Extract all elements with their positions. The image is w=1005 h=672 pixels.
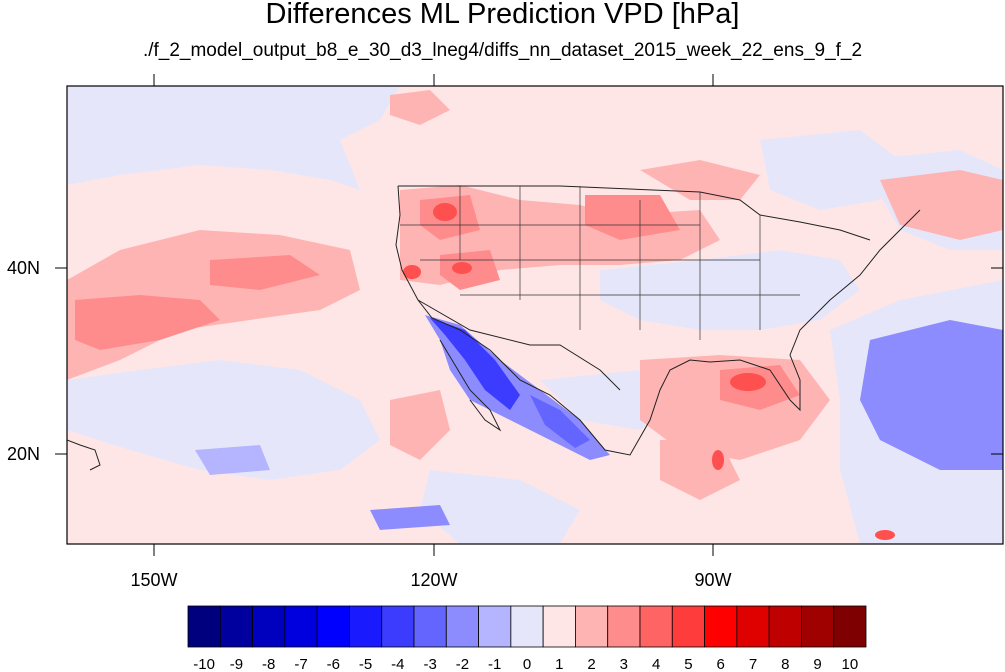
lat-label-40n: 40N: [7, 258, 40, 278]
colorbar-label: 0: [523, 656, 531, 672]
colorbar-label: 8: [781, 656, 789, 672]
colorbar-label: 6: [717, 656, 725, 672]
map-frame: [66, 85, 1004, 545]
colorbar-swatch: [413, 605, 447, 648]
colorbar-swatch: [349, 605, 383, 648]
colorbar-label: -7: [294, 656, 307, 672]
colorbar-label: -2: [456, 656, 469, 672]
colorbar: -10 -9 -8 -7 -6 -5 -4 -3 -2 -1 0 1 2 3 4 5 6 7 8 9 10: [187, 605, 867, 672]
colorbar-swatch: [510, 605, 544, 648]
axis-ticks: [55, 74, 1003, 556]
colorbar-label: 9: [813, 656, 821, 672]
colorbar-label: -5: [359, 656, 372, 672]
colorbar-label: -1: [488, 656, 501, 672]
colorbar-swatch: [478, 605, 512, 648]
map-field: [67, 86, 1003, 544]
colorbar-swatch: [187, 605, 221, 648]
colorbar-label: -3: [423, 656, 436, 672]
colorbar-label: -9: [230, 656, 243, 672]
colorbar-swatch: [252, 605, 286, 648]
colorbar-label: -6: [327, 656, 340, 672]
colorbar-swatch: [542, 605, 576, 648]
lon-label-90w: 90W: [694, 570, 731, 590]
colorbar-swatch: [284, 605, 318, 648]
colorbar-swatch: [445, 605, 479, 648]
map-subtitle: ./f_2_model_output_b8_e_30_d3_lneg4/diff…: [142, 40, 863, 61]
colorbar-label: 1: [555, 656, 563, 672]
colorbar-label: 2: [587, 656, 595, 672]
map-title: Differences ML Prediction VPD [hPa]: [265, 0, 740, 30]
colorbar-label: 5: [684, 656, 692, 672]
colorbar-label: 7: [749, 656, 757, 672]
colorbar-label: -4: [391, 656, 404, 672]
colorbar-swatch: [671, 605, 705, 648]
colorbar-swatch: [381, 605, 415, 648]
coastal-negative-band: [195, 315, 1003, 530]
lat-label-20n: 20N: [7, 444, 40, 464]
colorbar-swatch: [316, 605, 350, 648]
state-borders: [400, 186, 800, 340]
colorbar-swatch: [607, 605, 641, 648]
lon-label-120w: 120W: [410, 570, 457, 590]
colorbar-label: -10: [193, 656, 215, 672]
colorbar-swatch: [801, 605, 835, 648]
coastline-borders: [67, 185, 921, 471]
colorbar-label: 4: [652, 656, 660, 672]
colorbar-swatch: [833, 605, 867, 648]
colorbar-swatch: [736, 605, 770, 648]
lon-label-150w: 150W: [130, 570, 177, 590]
colorbar-swatch: [704, 605, 738, 648]
colorbar-swatch: [768, 605, 802, 648]
colorbar-swatch: [219, 605, 253, 648]
colorbar-swatch: [639, 605, 673, 648]
colorbar-label: 10: [842, 656, 859, 672]
colorbar-swatch: [575, 605, 609, 648]
colorbar-label: 3: [620, 656, 628, 672]
peak-positive-spots: [403, 203, 895, 540]
colorbar-label: -8: [262, 656, 275, 672]
